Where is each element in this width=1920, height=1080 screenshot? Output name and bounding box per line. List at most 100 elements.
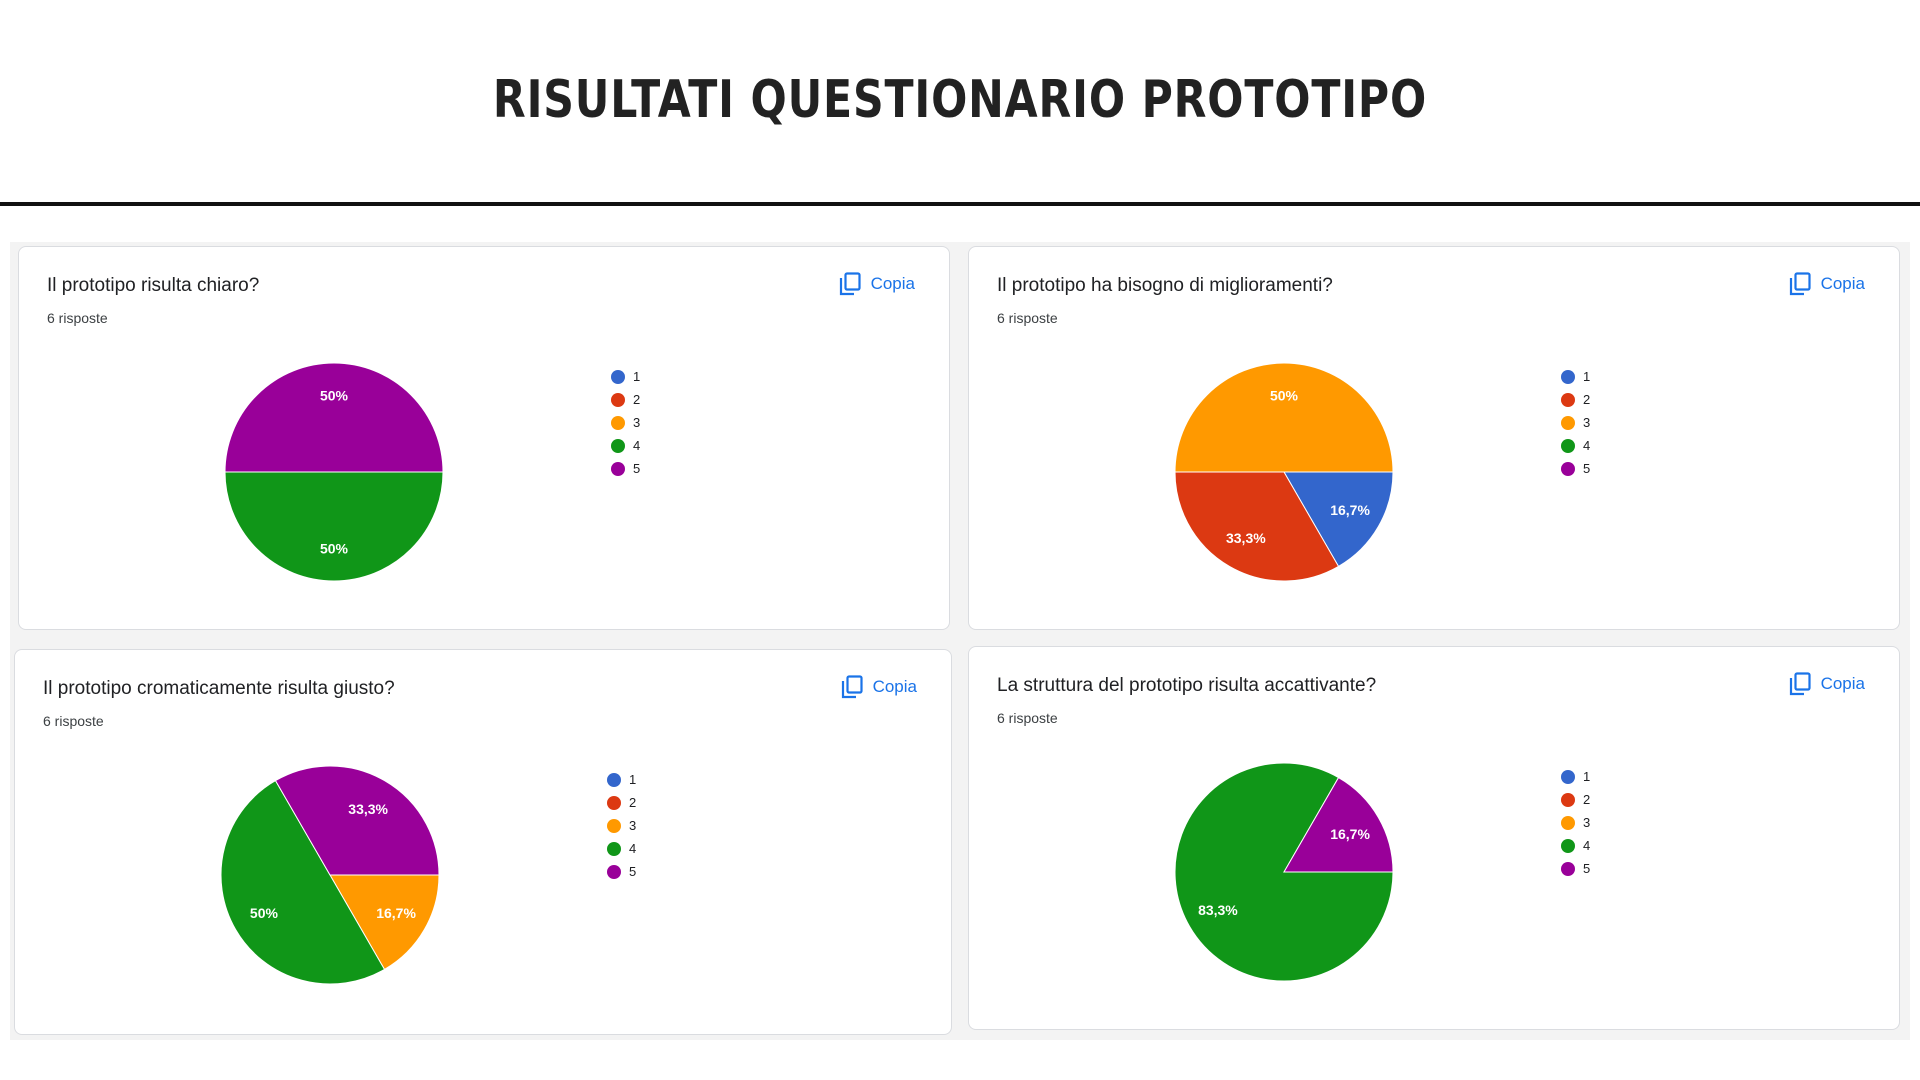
slice-percent-label: 50%	[320, 540, 349, 556]
question-card: Il prototipo ha bisogno di miglioramenti…	[968, 246, 1900, 630]
legend-label: 3	[629, 818, 637, 833]
copy-icon	[839, 272, 861, 296]
question-card: La struttura del prototipo risulta accat…	[968, 646, 1900, 1030]
legend-item: 2	[1561, 388, 1590, 411]
slice-percent-label: 16,7%	[1330, 502, 1370, 518]
copy-label: Copia	[1820, 274, 1865, 293]
pie-chart: 50% 50%	[224, 362, 444, 582]
legend-label: 1	[1583, 369, 1591, 384]
legend-swatch	[1561, 769, 1575, 784]
legend-item: 5	[1561, 857, 1590, 880]
legend-item: 5	[607, 860, 636, 883]
response-count: 6 risposte	[43, 713, 104, 729]
slice-percent-label: 33,3%	[348, 801, 388, 817]
legend-label: 2	[633, 392, 641, 407]
pie-slice-5	[224, 362, 444, 473]
pie-slice-4	[224, 471, 444, 582]
legend-swatch	[1561, 815, 1575, 830]
legend-item: 2	[611, 388, 640, 411]
chart-legend: 1 2 3 4 5	[1561, 765, 1590, 880]
slice-percent-label: 83,3%	[1198, 902, 1238, 918]
legend-item: 1	[607, 768, 636, 791]
legend-label: 3	[1583, 815, 1591, 830]
legend-swatch	[1561, 369, 1575, 384]
legend-item: 3	[1561, 811, 1590, 834]
legend-item: 4	[1561, 834, 1590, 857]
legend-swatch	[611, 369, 625, 384]
legend-label: 3	[633, 415, 641, 430]
pie-slice-4	[220, 779, 386, 985]
legend-label: 2	[1583, 792, 1591, 807]
legend-swatch	[611, 392, 625, 407]
legend-label: 1	[633, 369, 641, 384]
legend-label: 5	[1583, 861, 1591, 876]
question-title: Il prototipo ha bisogno di miglioramenti…	[997, 275, 1333, 296]
legend-item: 4	[611, 434, 640, 457]
legend-swatch	[1561, 461, 1575, 476]
slice-percent-label: 16,7%	[1330, 826, 1370, 842]
legend-swatch	[1561, 861, 1575, 876]
slice-percent-label: 50%	[250, 905, 279, 921]
pie-chart: 16,7% 33,3% 50%	[1174, 362, 1394, 582]
legend-item: 3	[1561, 411, 1590, 434]
legend-label: 3	[1583, 415, 1591, 430]
legend-swatch	[611, 438, 625, 453]
slice-percent-label: 16,7%	[376, 905, 416, 921]
pie-chart: 16,7% 50% 33,3%	[220, 765, 440, 985]
legend-item: 1	[1561, 765, 1590, 788]
title-divider	[0, 202, 1920, 206]
legend-item: 4	[607, 837, 636, 860]
legend-label: 4	[633, 438, 641, 453]
legend-label: 5	[633, 461, 641, 476]
response-count: 6 risposte	[997, 710, 1058, 726]
copy-button[interactable]: Copia	[1789, 672, 1865, 696]
question-title: La struttura del prototipo risulta accat…	[997, 675, 1377, 696]
response-count: 6 risposte	[47, 310, 108, 326]
copy-label: Copia	[872, 677, 917, 696]
legend-label: 2	[1583, 392, 1591, 407]
pie-slice-2	[1174, 471, 1340, 582]
legend-item: 1	[611, 365, 640, 388]
legend-swatch	[611, 461, 625, 476]
question-card: Il prototipo cromaticamente risulta gius…	[14, 649, 952, 1035]
legend-swatch	[1561, 438, 1575, 453]
legend-swatch	[1561, 415, 1575, 430]
legend-label: 1	[1583, 769, 1591, 784]
chart-legend: 1 2 3 4 5	[607, 768, 636, 883]
legend-swatch	[607, 864, 621, 879]
slice-percent-label: 50%	[320, 388, 349, 404]
slice-percent-label: 50%	[1270, 388, 1299, 404]
copy-label: Copia	[1820, 674, 1865, 693]
chart-legend: 1 2 3 4 5	[1561, 365, 1590, 480]
copy-button[interactable]: Copia	[1789, 272, 1865, 296]
legend-item: 4	[1561, 434, 1590, 457]
question-title: Il prototipo cromaticamente risulta gius…	[43, 678, 395, 699]
question-card: Il prototipo risulta chiaro? 6 risposte Co…	[18, 246, 950, 630]
pie-slice-1	[1283, 471, 1394, 568]
legend-swatch	[607, 818, 621, 833]
response-count: 6 risposte	[997, 310, 1058, 326]
legend-swatch	[1561, 392, 1575, 407]
copy-label: Copia	[870, 274, 915, 293]
pie-chart: 83,3% 16,7%	[1174, 762, 1394, 982]
question-title: Il prototipo risulta chiaro?	[47, 275, 260, 296]
copy-icon	[1789, 272, 1811, 296]
legend-label: 2	[629, 795, 637, 810]
page-title: RISULTATI QUESTIONARIO PROTOTIPO	[492, 70, 1428, 130]
legend-swatch	[1561, 792, 1575, 807]
legend-label: 4	[1583, 838, 1591, 853]
slice-percent-label: 33,3%	[1226, 530, 1266, 546]
pie-slice-5	[274, 765, 440, 876]
copy-button[interactable]: Copia	[841, 675, 917, 699]
legend-swatch	[607, 795, 621, 810]
legend-item: 3	[611, 411, 640, 434]
legend-item: 5	[1561, 457, 1590, 480]
chart-legend: 1 2 3 4 5	[611, 365, 640, 480]
pie-slice-3	[1174, 362, 1394, 473]
legend-swatch	[611, 415, 625, 430]
legend-item: 3	[607, 814, 636, 837]
legend-item: 2	[607, 791, 636, 814]
legend-item: 5	[611, 457, 640, 480]
copy-icon	[1789, 672, 1811, 696]
copy-button[interactable]: Copia	[839, 272, 915, 296]
